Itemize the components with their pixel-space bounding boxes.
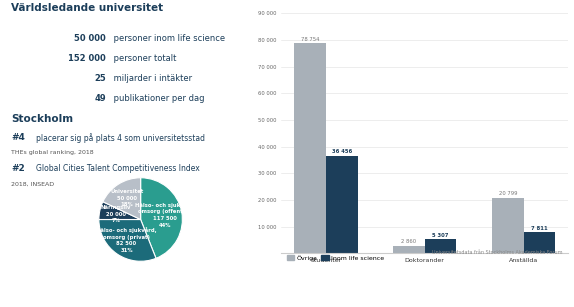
Text: miljarder i intäkter: miljarder i intäkter <box>111 74 192 83</box>
Text: 270 000 verksamma inom life science: 270 000 verksamma inom life science <box>14 283 263 296</box>
Text: Global Cities Talent Competitiveness Index: Global Cities Talent Competitiveness Ind… <box>36 164 200 173</box>
Bar <box>393 246 425 253</box>
Text: 78 754: 78 754 <box>301 37 319 42</box>
Text: Universitetsdata från Stockholms Akademiska Forum: Universitetsdata från Stockholms Akademi… <box>432 250 563 255</box>
Wedge shape <box>141 178 183 258</box>
Wedge shape <box>99 220 156 261</box>
Text: THEs global ranking, 2018: THEs global ranking, 2018 <box>11 150 94 155</box>
Bar <box>425 239 456 253</box>
Bar <box>326 156 358 253</box>
Text: personer totalt: personer totalt <box>111 54 177 63</box>
Text: Näringsliv
20 000
7%: Näringsliv 20 000 7% <box>101 205 131 223</box>
Text: #4: #4 <box>11 133 25 142</box>
Text: 2018, INSEAD: 2018, INSEAD <box>11 181 54 186</box>
Text: 5 307: 5 307 <box>432 232 449 238</box>
Text: 50 000: 50 000 <box>74 33 106 43</box>
Text: Stockholm: Stockholm <box>11 114 73 124</box>
Text: 20 799: 20 799 <box>499 191 517 196</box>
Bar <box>492 198 523 253</box>
Text: 25: 25 <box>94 74 106 83</box>
Text: Världsledande universitet: Världsledande universitet <box>11 3 163 13</box>
Text: 7 811: 7 811 <box>531 226 548 231</box>
Bar <box>523 232 555 253</box>
Text: 36 456: 36 456 <box>332 150 352 154</box>
Text: Hälso- och sjukvård,
omsorg (offentlig)
117 500
44%: Hälso- och sjukvård, omsorg (offentlig) … <box>135 202 196 228</box>
Wedge shape <box>103 178 141 220</box>
Text: publikationer per dag: publikationer per dag <box>111 94 205 103</box>
Text: personer inom life science: personer inom life science <box>111 33 226 43</box>
Text: 152 000: 152 000 <box>68 54 106 63</box>
Text: 2 860: 2 860 <box>401 239 417 244</box>
Wedge shape <box>99 202 141 220</box>
Text: Hälso- och sjukvård,
omsorg (privat)
82 500
31%: Hälso- och sjukvård, omsorg (privat) 82 … <box>96 227 157 253</box>
Text: Universitet
50 000
18%: Universitet 50 000 18% <box>111 189 144 208</box>
Text: #2: #2 <box>11 164 25 173</box>
Text: placerar sig på plats 4 som universitetsstad: placerar sig på plats 4 som universitets… <box>36 133 205 143</box>
Legend: Övriga, Inom life science: Övriga, Inom life science <box>284 252 387 263</box>
Text: 49: 49 <box>95 94 106 103</box>
Bar <box>294 43 326 253</box>
